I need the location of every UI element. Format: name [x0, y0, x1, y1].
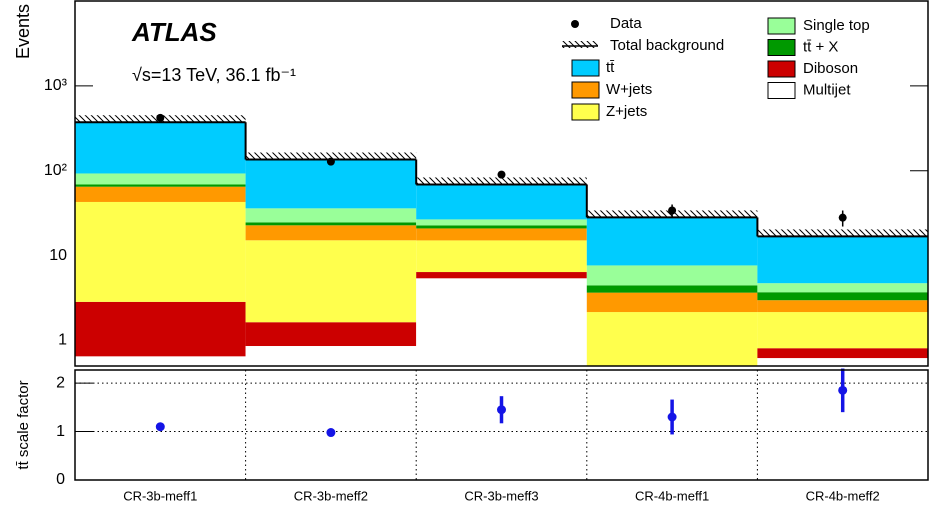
stack-segment — [416, 240, 587, 273]
stack-segment — [757, 312, 928, 349]
data-point — [156, 113, 165, 122]
stack-segment — [586, 265, 758, 286]
sf-point — [326, 428, 336, 438]
stack-segment — [586, 285, 758, 293]
stack-segment — [245, 240, 417, 323]
sf-point — [155, 422, 165, 432]
y-tick-label: 10³ — [44, 77, 68, 94]
sf-point — [838, 385, 848, 395]
legend-label: Single top — [803, 17, 870, 34]
legend-total-marker — [562, 41, 598, 48]
legend-label: Diboson — [803, 60, 858, 77]
stack-segment — [245, 208, 417, 223]
stack-segment — [757, 348, 928, 359]
stack-segment — [757, 300, 928, 313]
ratio-y-axis-label: tt̄ scale factor — [15, 380, 32, 469]
data-point — [838, 213, 847, 222]
legend: Data Total background tt̄ W+jets Z+jets Singl… — [562, 15, 870, 121]
x-tick-label: CR-4b-meff2 — [806, 488, 880, 503]
data-point — [668, 206, 677, 215]
y-tick-label: 10² — [44, 162, 68, 179]
y-tick-label: 1 — [58, 332, 67, 349]
stack-segment — [75, 173, 246, 185]
total-uncertainty — [416, 177, 587, 185]
ratio-y-tick-label: 1 — [56, 423, 65, 440]
y-axis-label: Events — [13, 4, 33, 59]
data-point — [497, 170, 506, 179]
stack-segment — [245, 159, 417, 209]
stack-segment — [245, 225, 417, 241]
legend-data-marker — [571, 20, 579, 28]
stack-segment — [757, 236, 928, 284]
stack-segment — [75, 184, 246, 187]
stack-segment — [75, 356, 246, 366]
ratio-y-tick-label: 2 — [56, 374, 65, 391]
legend-swatch — [571, 103, 600, 121]
ratio-y-tick-label: 0 — [56, 471, 65, 488]
stack-segment — [757, 283, 928, 293]
stack-segment — [75, 301, 246, 357]
stack-segment — [416, 225, 587, 229]
x-tick-label: CR-3b-meff3 — [464, 488, 538, 503]
main-frame — [74, 0, 929, 367]
stack-segment — [586, 217, 758, 266]
atlas-label: ATLAS — [131, 17, 217, 47]
x-tick-label: CR-3b-meff2 — [294, 488, 368, 503]
stack-segment — [416, 278, 587, 366]
stack-segment — [416, 184, 587, 220]
legend-label: Z+jets — [606, 103, 647, 120]
stack-segment — [757, 292, 928, 301]
legend-swatch — [571, 81, 600, 99]
stack-segment — [586, 312, 758, 366]
x-tick-label: CR-4b-meff1 — [635, 488, 709, 503]
stack-segment — [757, 358, 928, 366]
stack-segment — [416, 272, 587, 279]
legend-swatch — [571, 59, 600, 77]
legend-swatch — [767, 39, 796, 56]
stack-segment — [416, 219, 587, 226]
stack-segment — [75, 201, 246, 302]
legend-label: W+jets — [606, 81, 652, 98]
legend-swatch — [767, 17, 796, 35]
x-tick-label: CR-3b-meff1 — [123, 488, 197, 503]
legend-label: Multijet — [803, 81, 851, 98]
legend-label: Data — [610, 15, 642, 32]
legend-swatch — [767, 60, 796, 78]
legend-swatch — [767, 82, 796, 99]
data-point — [326, 157, 335, 166]
y-tick-label: 10 — [49, 247, 67, 264]
ratio-frame — [74, 369, 929, 481]
total-uncertainty — [245, 152, 417, 160]
stack-segment — [416, 228, 587, 241]
sf-point — [497, 405, 506, 415]
total-uncertainty — [757, 229, 928, 237]
stack-segment — [586, 292, 758, 313]
stack-segment — [245, 346, 417, 366]
stack-segment — [245, 322, 417, 347]
sf-point — [667, 412, 677, 422]
legend-label: Total background — [610, 37, 724, 54]
stack-segment — [245, 222, 417, 226]
stack-segment — [75, 122, 246, 174]
energy-lumi: √s=13 TeV, 36.1 fb⁻¹ — [132, 65, 296, 85]
legend-label: tt̄ — [606, 59, 615, 76]
legend-label: tt̄ + X — [803, 38, 838, 55]
stack-segment — [75, 186, 246, 202]
